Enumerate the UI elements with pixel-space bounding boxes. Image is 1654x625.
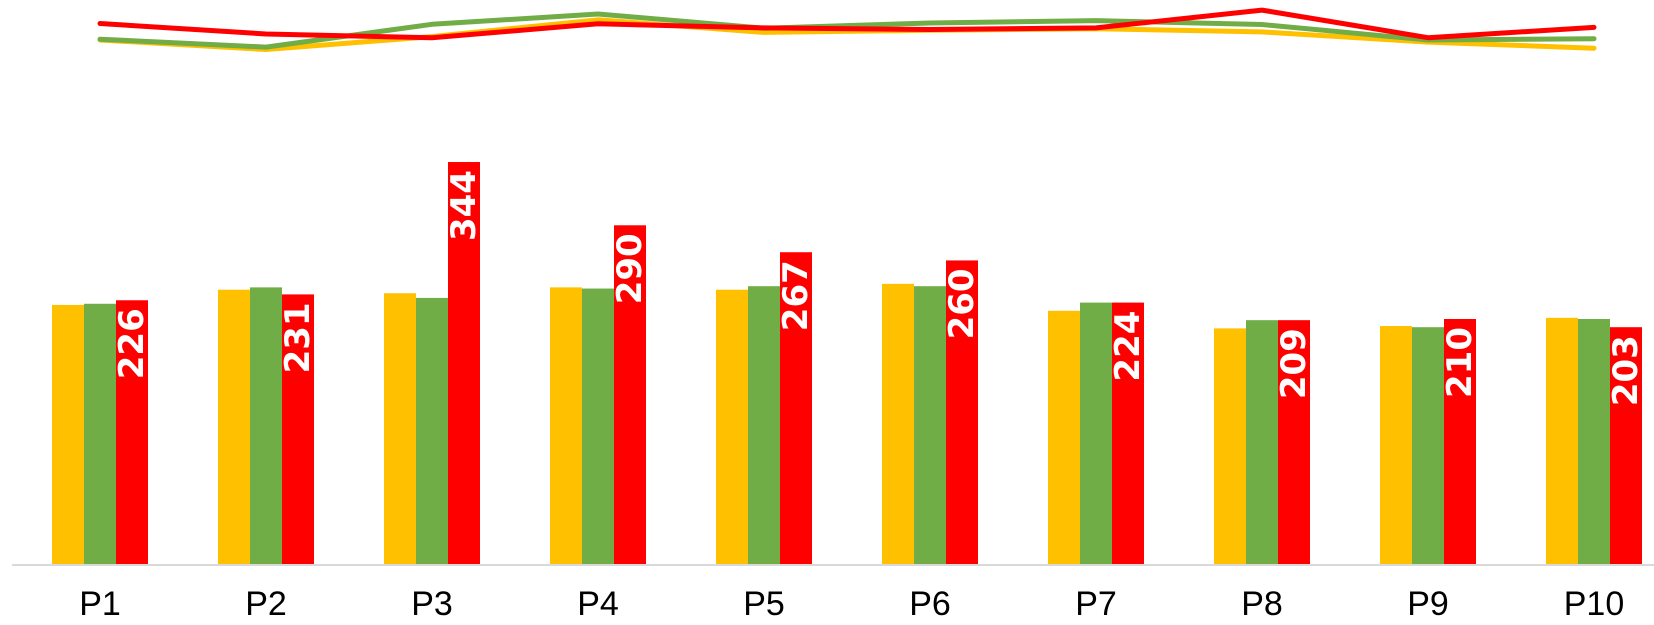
bar-p9-s2 xyxy=(1412,327,1444,565)
category-label-p3: P3 xyxy=(411,585,453,623)
bar-p5-s2 xyxy=(748,286,780,565)
data-label-p6: 260 xyxy=(942,268,982,339)
bar-p9-s1 xyxy=(1380,326,1412,565)
bar-p10-s3 xyxy=(1610,327,1642,565)
bar-p4-s1 xyxy=(550,287,582,565)
category-labels-layer: P1 P2 P3 P4 P5 P6 P7 P8 P9 P10 xyxy=(79,585,1624,623)
bar-p1-s1 xyxy=(52,304,84,565)
bar-p6-s1 xyxy=(882,283,914,565)
bar-p2-s1 xyxy=(218,289,250,565)
line-series-3 xyxy=(97,7,1597,41)
bar-p9-s3 xyxy=(1444,319,1476,565)
line-series-layer xyxy=(97,7,1597,52)
bar-p7-s1 xyxy=(1048,310,1080,565)
bar-p3-s3 xyxy=(448,162,480,565)
bar-p8-s3 xyxy=(1278,320,1310,565)
bar-p4-s3 xyxy=(614,225,646,566)
data-label-p5: 267 xyxy=(776,260,816,331)
bar-series-layer: 226 231 344 290 267 260 224 209 210 203 xyxy=(52,162,1646,566)
category-label-p5: P5 xyxy=(743,585,785,623)
bar-p10-s1 xyxy=(1546,317,1578,565)
category-label-p6: P6 xyxy=(909,585,951,623)
data-label-p7: 224 xyxy=(1108,311,1148,382)
bar-p6-s3 xyxy=(946,260,978,565)
category-label-p8: P8 xyxy=(1241,585,1283,623)
data-label-p9: 210 xyxy=(1440,327,1480,398)
data-label-p4: 290 xyxy=(610,233,650,304)
data-label-p3: 344 xyxy=(444,170,484,241)
bar-p3-s1 xyxy=(384,293,416,565)
bar-p5-s1 xyxy=(716,289,748,565)
bar-p4-s2 xyxy=(582,288,614,565)
bar-p10-s2 xyxy=(1578,319,1610,565)
data-label-p1: 226 xyxy=(112,308,152,379)
category-label-p1: P1 xyxy=(79,585,121,623)
bar-p5-s3 xyxy=(780,252,812,565)
category-label-p9: P9 xyxy=(1407,585,1449,623)
data-label-p2: 231 xyxy=(278,302,318,373)
bar-p6-s2 xyxy=(914,286,946,565)
category-label-p4: P4 xyxy=(577,585,619,623)
bar-p8-s1 xyxy=(1214,328,1246,565)
bar-p2-s3 xyxy=(282,294,314,565)
category-label-p2: P2 xyxy=(245,585,287,623)
data-label-p8: 209 xyxy=(1274,328,1314,399)
bar-p8-s2 xyxy=(1246,320,1278,565)
bar-p1-s2 xyxy=(84,303,116,565)
category-label-p10: P10 xyxy=(1564,585,1625,623)
category-label-p7: P7 xyxy=(1075,585,1117,623)
bar-p7-s3 xyxy=(1112,302,1144,565)
data-label-p10: 203 xyxy=(1606,335,1646,406)
bar-p1-s3 xyxy=(116,300,148,565)
line-series-1 xyxy=(97,17,1597,52)
bar-p3-s2 xyxy=(416,297,448,565)
bar-p2-s2 xyxy=(250,287,282,565)
bar-p7-s2 xyxy=(1080,302,1112,565)
